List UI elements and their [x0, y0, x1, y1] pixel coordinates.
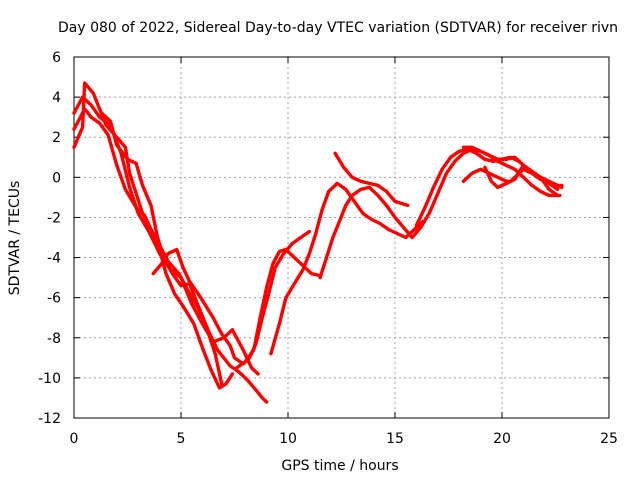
- x-tick-label: 20: [493, 431, 511, 447]
- y-tick-label: -12: [38, 411, 61, 427]
- x-tick-label: 0: [70, 431, 79, 447]
- x-axis-title: GPS time / hours: [281, 458, 398, 474]
- x-tick-label: 5: [177, 431, 186, 447]
- plot-frame: [73, 56, 610, 419]
- series-arc-13: [483, 163, 560, 198]
- y-tick-label: 6: [52, 50, 61, 66]
- series-arc-5: [151, 229, 312, 366]
- y-axis-title: SDTVAR / TECUs: [7, 181, 23, 296]
- series-arc-10: [414, 147, 564, 228]
- x-tick-label: 15: [386, 431, 404, 447]
- y-tick-label: -4: [47, 251, 61, 267]
- series-arc-9: [333, 151, 410, 208]
- series-arc-1: [72, 95, 260, 376]
- series-arc-7: [269, 181, 425, 356]
- y-tick-label: 2: [52, 130, 61, 146]
- data-series: [72, 81, 564, 404]
- x-tick-label: 10: [279, 431, 297, 447]
- grid: [74, 57, 609, 418]
- series-arc-2: [72, 107, 235, 390]
- y-tick-label: -6: [47, 291, 61, 307]
- y-tick-label: -8: [47, 331, 61, 347]
- x-tick-labels: 0 5 10 15 20 25: [70, 431, 618, 447]
- series-arc-6: [234, 247, 322, 370]
- series-arc-8: [318, 147, 562, 280]
- x-tick-label: 25: [600, 431, 618, 447]
- y-tick-label: 4: [52, 90, 61, 106]
- chart-title: Day 080 of 2022, Sidereal Day-to-day VTE…: [58, 20, 618, 36]
- series-arc-4: [100, 111, 269, 404]
- y-tick-labels: 6 4 2 0 -2 -4 -6 -8 -10 -12: [38, 50, 61, 427]
- y-tick-label: -10: [38, 371, 61, 387]
- y-tick-label: -2: [47, 210, 61, 226]
- y-tick-label: 0: [52, 170, 61, 186]
